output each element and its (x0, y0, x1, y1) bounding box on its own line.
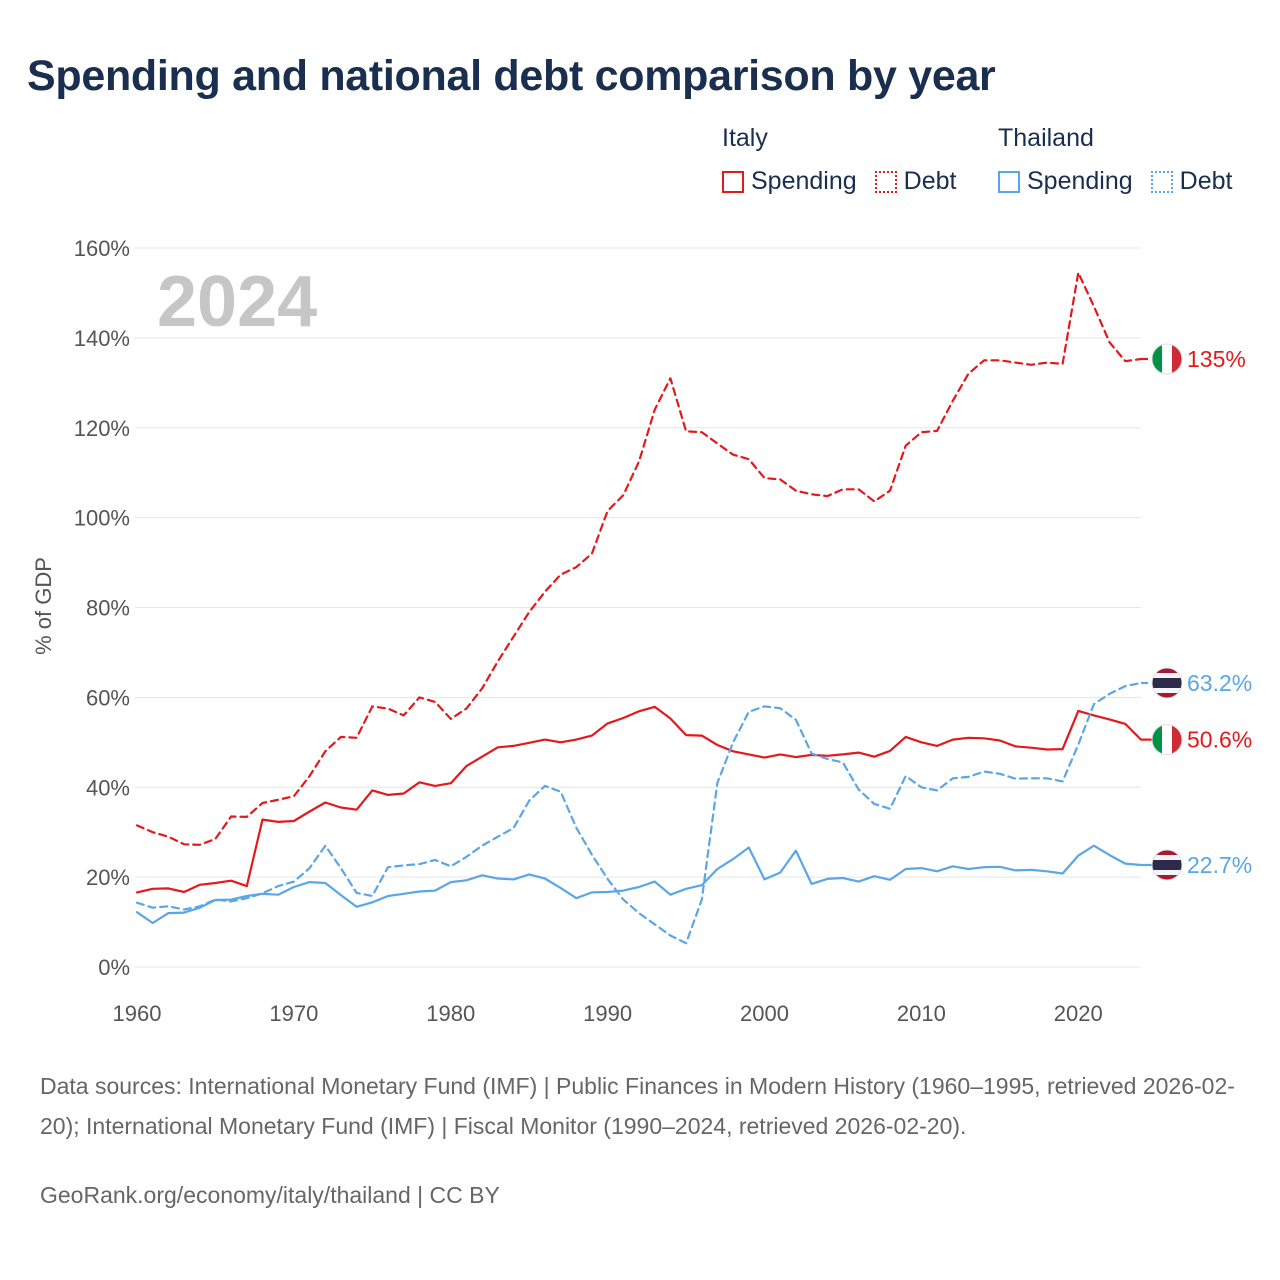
x-tick-label: 1970 (269, 1001, 318, 1026)
legend-label: Debt (903, 167, 957, 195)
flag-stripe (1162, 724, 1173, 755)
flag-stripe (1152, 724, 1163, 755)
line-chart: 0% 20% 40% 60% 80% 100% 120% 140% 160% 1960 1970 19… (31, 236, 1252, 1026)
flag-stripe (1152, 343, 1163, 374)
legend-item-italy-debt[interactable]: Debt (874, 167, 957, 196)
y-tick-label: 80% (86, 596, 130, 621)
y-tick-label: 40% (86, 775, 130, 800)
flag-stripe (1152, 874, 1182, 880)
y-tick-label: 140% (74, 326, 130, 351)
series-line-italy-debt (135, 271, 1143, 846)
flag-outline (1151, 343, 1183, 375)
flag-stripe (1172, 343, 1182, 374)
legend-item-italy-spending[interactable]: Spending (722, 167, 857, 196)
legend-item-thailand-debt[interactable]: Debt (1150, 167, 1233, 196)
flag-stripe (1172, 724, 1182, 755)
flag-stripe (1162, 343, 1173, 374)
y-tick-label: 20% (86, 865, 130, 890)
x-tick-label: 1990 (583, 1001, 632, 1026)
legend-swatch-dotted (1150, 170, 1173, 193)
legend-group-title: Thailand (998, 124, 1094, 152)
y-tick-label: 120% (74, 416, 130, 441)
legend-label: Spending (751, 167, 857, 195)
y-tick-label: 0% (98, 955, 130, 980)
legend-item-thailand-spending[interactable]: Spending (998, 167, 1133, 196)
x-tick-label: 2000 (740, 1001, 789, 1026)
year-watermark: 2024 (157, 262, 317, 342)
attribution-link[interactable]: GeoRank.org/economy/italy/thailand | CC … (40, 1182, 500, 1208)
y-tick-label: 160% (74, 236, 130, 261)
flag-stripe (1152, 849, 1182, 856)
legend-group-italy: Italy Spending Debt (722, 124, 974, 196)
legend-group-thailand: Thailand Spending Debt (998, 124, 1250, 196)
flag-stripe (1152, 677, 1182, 689)
end-value-label: 135% (1187, 346, 1246, 372)
series-line-thailand-debt (135, 681, 1143, 945)
legend-swatch-dotted (874, 170, 897, 193)
chart-title: Spending and national debt comparison by… (27, 52, 996, 100)
legend-swatch-solid (998, 170, 1020, 193)
flag-stripe (1152, 854, 1182, 861)
x-tick-label: 1960 (113, 1001, 162, 1026)
series-line-thailand-spending (135, 844, 1143, 925)
x-tick-label: 1980 (426, 1001, 475, 1026)
flag-outline (1151, 724, 1183, 756)
legend-label: Spending (1027, 167, 1133, 195)
legend-label: Debt (1179, 167, 1233, 195)
flag-outline (1151, 667, 1183, 699)
data-sources-note: Data sources: International Monetary Fun… (40, 1073, 1235, 1139)
y-axis-label: % of GDP (31, 557, 56, 655)
flag-stripe (1152, 672, 1182, 679)
end-value-label: 63.2% (1187, 670, 1252, 696)
end-value-label: 22.7% (1187, 852, 1252, 878)
thailand-flag-icon (1152, 849, 1182, 880)
italy-flag-icon (1152, 343, 1182, 374)
flag-stripe (1152, 687, 1182, 694)
flag-stripe (1152, 692, 1182, 698)
legend-group-title: Italy (722, 124, 768, 152)
x-tick-label: 2010 (897, 1001, 946, 1026)
flag-stripe (1152, 859, 1182, 871)
legend-swatch-solid (722, 170, 744, 193)
y-tick-label: 100% (74, 506, 130, 531)
thailand-flag-icon (1152, 667, 1182, 698)
end-value-label: 50.6% (1187, 727, 1252, 753)
flag-outline (1151, 849, 1183, 881)
italy-flag-icon (1152, 724, 1182, 755)
y-tick-label: 60% (86, 685, 130, 710)
flag-stripe (1152, 869, 1182, 876)
flag-stripe (1152, 667, 1182, 674)
series-line-italy-spending (135, 705, 1143, 894)
x-tick-label: 2020 (1054, 1001, 1103, 1026)
